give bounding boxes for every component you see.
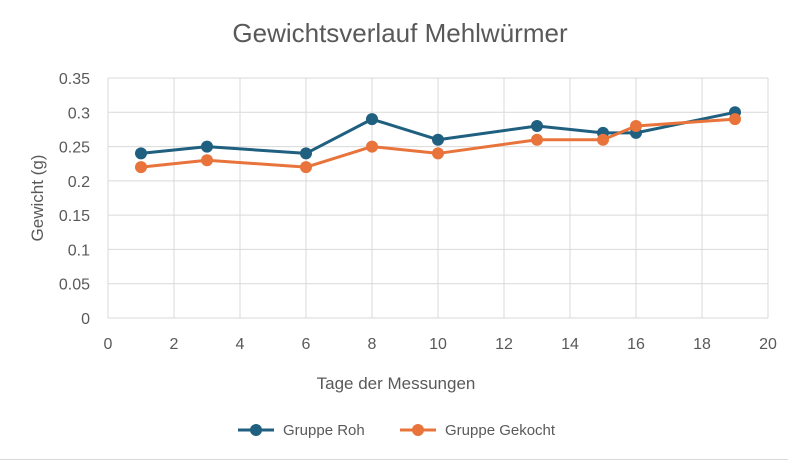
x-tick-label: 14 <box>561 336 579 353</box>
data-point <box>366 113 378 126</box>
chart-title: Gewichtsverlauf Mehlwürmer <box>232 18 568 48</box>
x-tick-label: 4 <box>236 336 245 353</box>
data-point <box>201 140 213 153</box>
data-point <box>300 147 312 160</box>
y-tick-label: 0.15 <box>59 208 90 225</box>
x-tick-label: 0 <box>104 336 113 353</box>
series-layer <box>135 106 741 174</box>
data-point <box>630 120 642 132</box>
legend-marker-2 <box>412 424 424 436</box>
y-tick-label: 0.25 <box>59 140 90 157</box>
y-axis-ticks: 0 0.05 0.1 0.15 0.2 0.25 0.3 0.35 <box>59 71 90 328</box>
legend-marker-1 <box>250 424 262 436</box>
y-tick-label: 0 <box>81 311 90 328</box>
data-point <box>531 133 543 146</box>
x-tick-label: 10 <box>429 336 447 353</box>
gridlines <box>107 77 769 319</box>
x-tick-label: 6 <box>302 336 311 353</box>
x-tick-label: 8 <box>368 336 377 353</box>
y-tick-label: 0.35 <box>59 71 90 88</box>
frame-divider <box>0 459 788 460</box>
data-point <box>135 161 147 174</box>
data-point <box>432 147 444 160</box>
x-tick-label: 16 <box>627 336 645 353</box>
data-point <box>432 133 444 146</box>
x-tick-label: 20 <box>759 336 777 353</box>
data-point <box>531 120 543 132</box>
x-tick-label: 2 <box>170 336 179 353</box>
y-tick-label: 0.2 <box>68 174 90 191</box>
x-tick-label: 18 <box>693 336 711 353</box>
x-axis-ticks: 0 2 4 6 8 10 12 14 16 18 20 <box>104 336 777 353</box>
data-point <box>201 154 213 167</box>
y-axis-label: Gewicht (g) <box>28 155 47 242</box>
x-tick-label: 12 <box>495 336 513 353</box>
y-tick-label: 0.3 <box>68 105 90 122</box>
y-tick-label: 0.1 <box>68 242 90 259</box>
data-point <box>729 113 741 126</box>
legend-label-2: Gruppe Gekocht <box>445 422 556 439</box>
legend-label-1: Gruppe Roh <box>283 422 365 439</box>
data-point <box>597 133 609 146</box>
data-point <box>135 147 147 160</box>
data-point <box>300 161 312 174</box>
y-tick-label: 0.05 <box>59 277 90 294</box>
legend: Gruppe Roh Gruppe Gekocht <box>238 422 556 439</box>
x-axis-label: Tage der Messungen <box>317 374 476 393</box>
data-point <box>366 140 378 153</box>
